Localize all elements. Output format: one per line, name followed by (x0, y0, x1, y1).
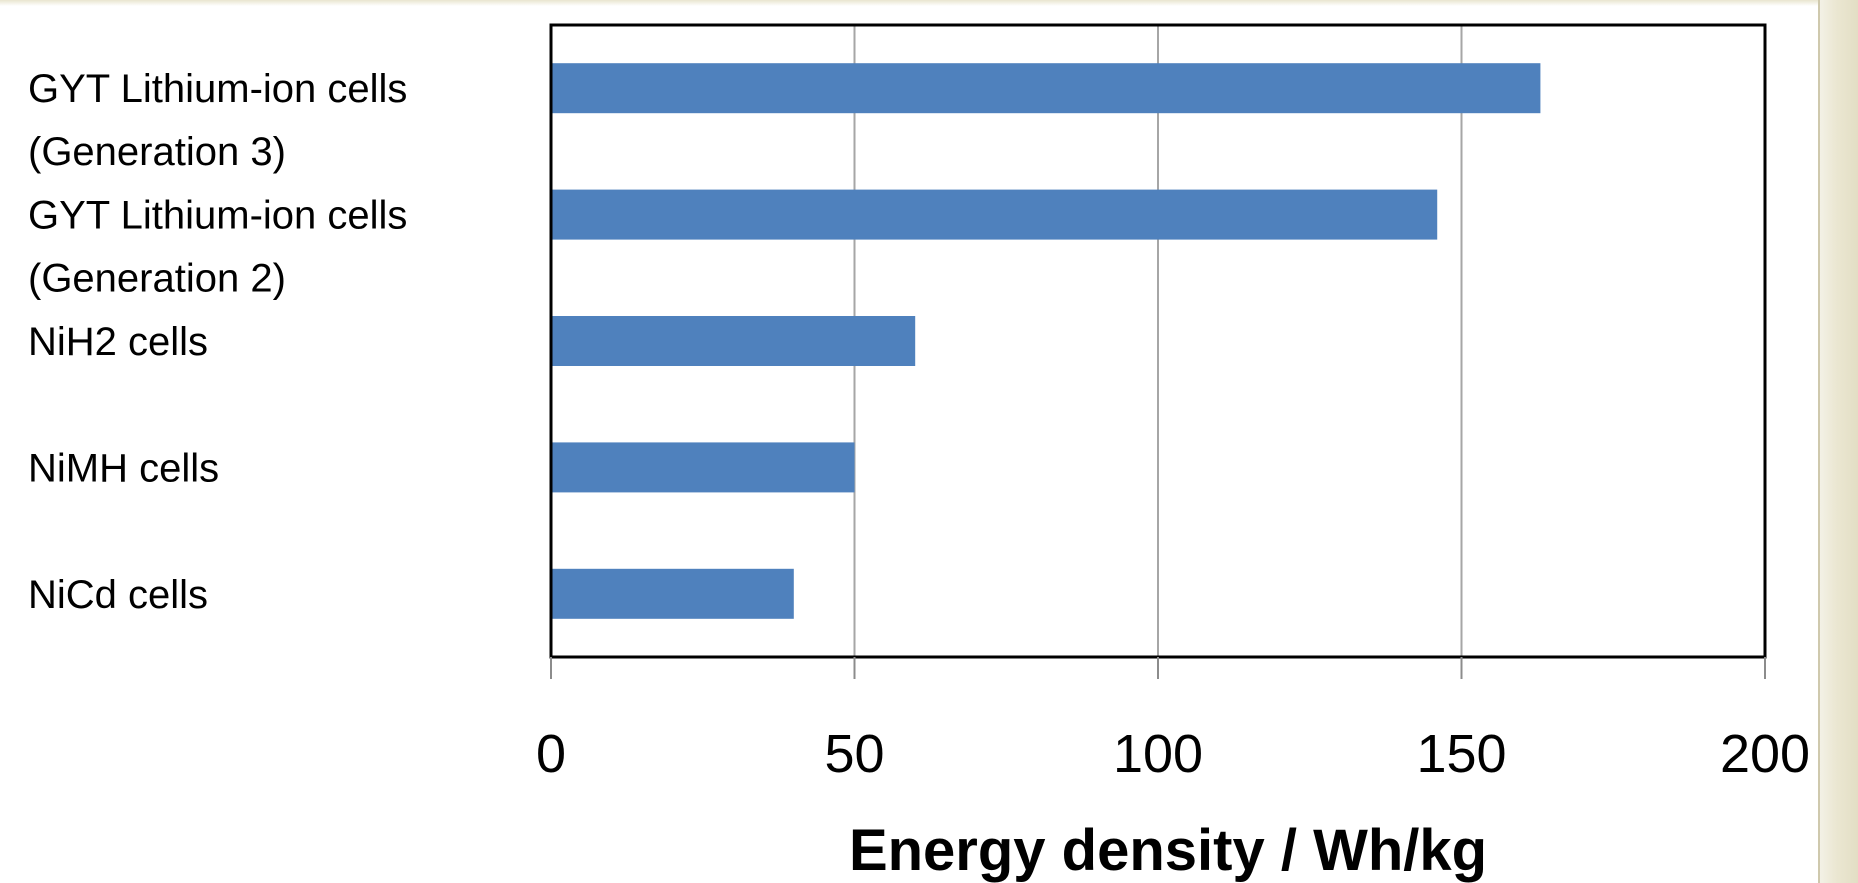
bar-0 (551, 63, 1541, 114)
tick-label-4: 200 (1720, 724, 1810, 784)
category-label-1-line-0: GYT Lithium-ion cells (28, 194, 407, 238)
bar-3 (551, 442, 855, 493)
x-axis-tick-labels: 0 50 100 150 200 (536, 724, 1810, 784)
category-label-0: GYT Lithium-ion cells (Generation 3) (28, 67, 407, 174)
gridlines (853, 25, 1463, 657)
x-axis-title: Energy density / Wh/kg (849, 818, 1487, 883)
tick-label-3: 150 (1416, 724, 1506, 784)
category-label-2-line-0: NiH2 cells (28, 320, 208, 364)
slide-right-edge (1818, 0, 1858, 883)
category-label-0-line-0: GYT Lithium-ion cells (28, 67, 407, 111)
category-label-1-line-1: (Generation 2) (28, 257, 286, 301)
bar-1 (551, 189, 1438, 240)
x-axis-ticks (550, 657, 1766, 679)
bar-4 (551, 568, 794, 619)
category-label-3: NiMH cells (28, 446, 219, 490)
tick-label-2: 100 (1113, 724, 1203, 784)
tick-label-0: 0 (536, 724, 566, 784)
bars (551, 63, 1541, 619)
category-label-4: NiCd cells (28, 573, 208, 617)
category-label-1: GYT Lithium-ion cells (Generation 2) (28, 194, 407, 301)
slide-top-edge (0, 0, 1858, 6)
category-label-0-line-1: (Generation 3) (28, 130, 286, 174)
category-label-2: NiH2 cells (28, 320, 208, 364)
tick-label-1: 50 (824, 724, 884, 784)
category-label-4-line-0: NiCd cells (28, 573, 208, 617)
category-label-3-line-0: NiMH cells (28, 446, 219, 490)
bar-2 (551, 316, 916, 366)
category-labels: GYT Lithium-ion cells (Generation 3)GYT L… (28, 67, 407, 617)
